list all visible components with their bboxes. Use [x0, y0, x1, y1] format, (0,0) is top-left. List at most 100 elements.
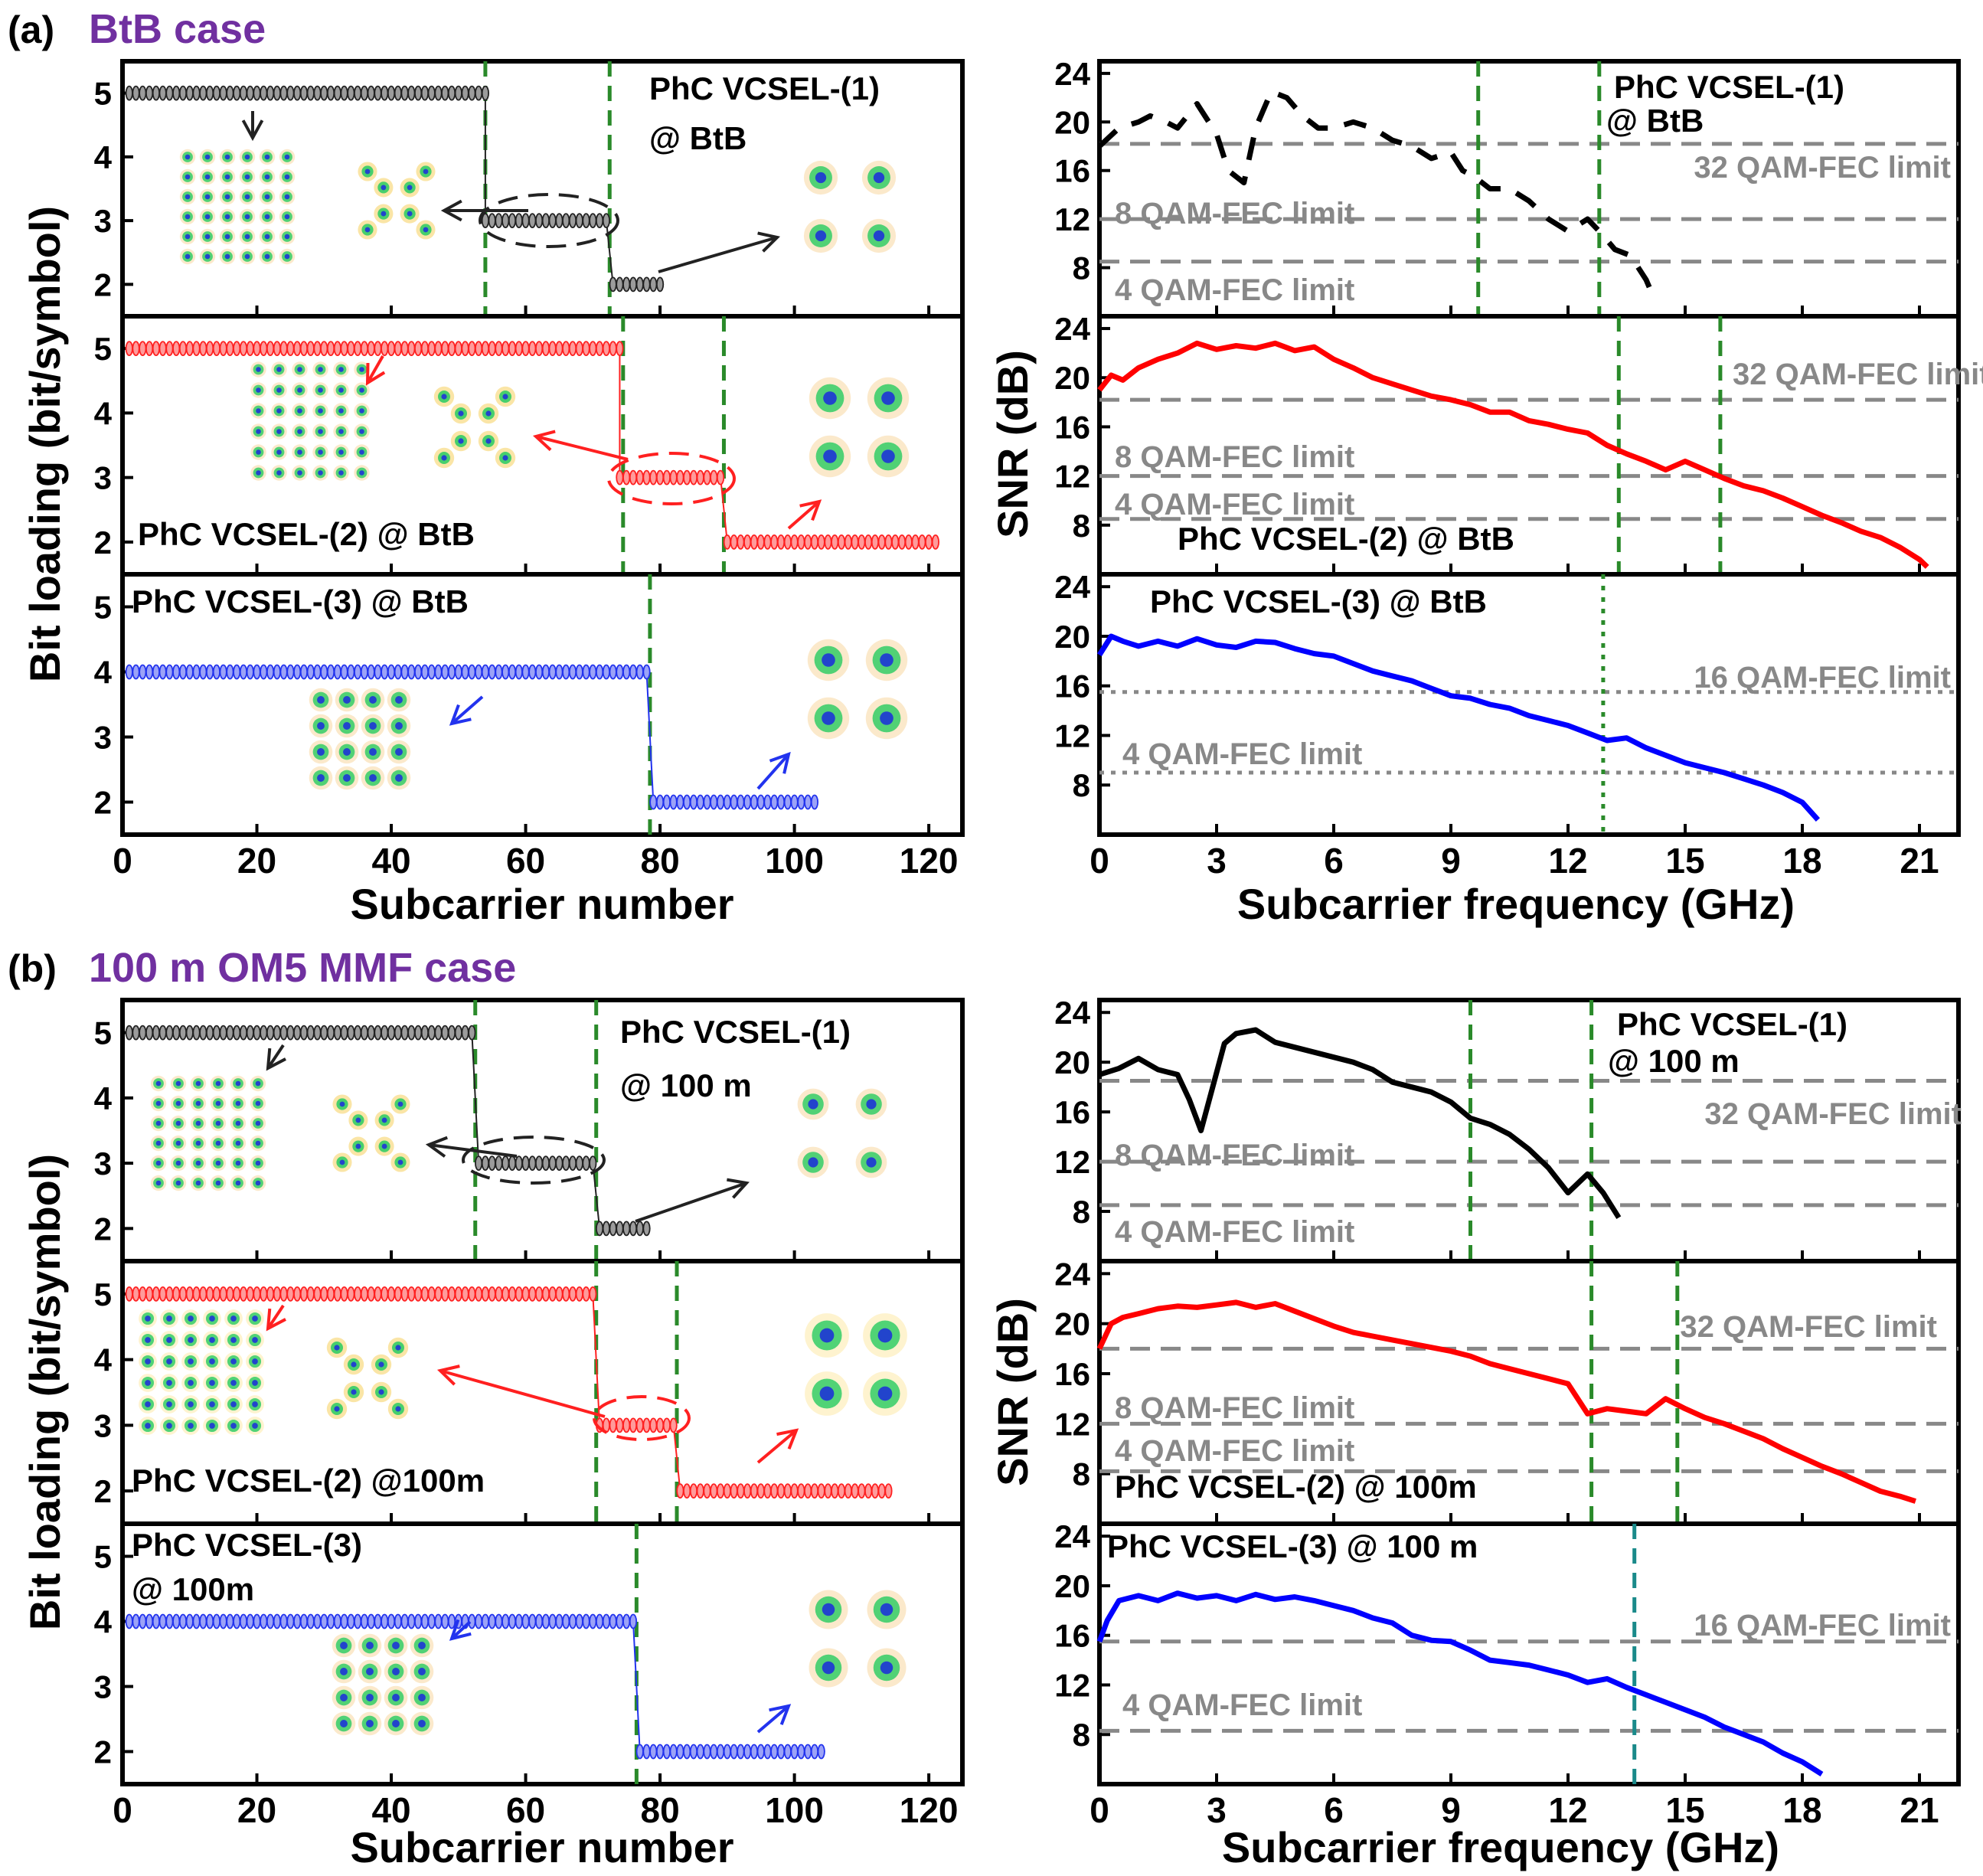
bit-marker: [609, 1613, 617, 1629]
bit-marker: [602, 213, 610, 229]
bit-marker: [178, 1286, 188, 1302]
bit-marker: [427, 1025, 436, 1041]
bit-marker: [743, 1483, 752, 1499]
constellation-core: [392, 1642, 400, 1649]
bit-marker: [158, 341, 167, 357]
bit-marker: [394, 1025, 402, 1041]
panel-frame: [1097, 314, 1961, 577]
bit-marker: [582, 341, 590, 357]
constellation-core: [297, 367, 302, 372]
bit-marker: [488, 1286, 496, 1302]
bit-marker: [407, 1613, 416, 1629]
bit-marker: [548, 341, 557, 357]
bit-marker: [185, 1613, 194, 1629]
bit-marker: [655, 1744, 665, 1760]
bit-marker: [454, 664, 462, 680]
bit-marker: [770, 794, 779, 810]
bit-marker: [293, 85, 302, 101]
constellation-core: [252, 1380, 258, 1386]
constellation-core: [204, 234, 211, 240]
bit-marker: [420, 1025, 430, 1041]
bit-marker: [515, 1613, 523, 1629]
bit-marker: [730, 794, 738, 810]
bit-marker: [178, 85, 188, 101]
bit-marker: [132, 341, 140, 357]
pointer-arrow: [756, 1704, 792, 1734]
bit-marker: [306, 341, 315, 357]
bit-marker: [374, 85, 382, 101]
bit-marker: [279, 1286, 288, 1302]
bit-marker: [158, 664, 167, 680]
bit-step-series: [649, 794, 819, 810]
bit-marker: [172, 1613, 181, 1629]
step-transition: [592, 1293, 601, 1426]
bit-marker: [246, 1025, 254, 1041]
bit-marker: [568, 664, 577, 680]
bit-marker: [145, 341, 154, 357]
bit-marker: [844, 1483, 852, 1499]
bit-marker: [374, 1286, 382, 1302]
constellation-core: [256, 449, 261, 455]
bit-marker: [407, 664, 416, 680]
bit-marker: [306, 664, 315, 680]
y-tick-label: 12: [1054, 717, 1090, 753]
bit-marker: [266, 85, 275, 101]
bit-marker: [562, 341, 570, 357]
constellation-core: [808, 1157, 818, 1168]
bit-step-series: [125, 341, 624, 357]
bit-marker: [481, 85, 490, 101]
y-tick-label: 12: [1054, 1667, 1090, 1703]
bit-marker: [333, 85, 341, 101]
bit-marker: [575, 1613, 583, 1629]
bit-marker: [313, 1025, 322, 1041]
constellation-core: [264, 214, 270, 220]
constellation-core: [256, 387, 261, 393]
bit-marker: [139, 1286, 147, 1302]
constellation-core: [252, 1358, 258, 1365]
bit-marker: [710, 1483, 718, 1499]
arrow-head: [436, 1365, 460, 1386]
constellation-core: [235, 1080, 241, 1087]
bit-marker: [589, 664, 597, 680]
constellation-core: [215, 1180, 221, 1186]
constellation-core: [485, 438, 492, 444]
constellation-core: [343, 696, 351, 704]
snr-series-line: [1096, 1299, 1916, 1504]
constellation-core: [256, 408, 261, 413]
arrow-head: [769, 1704, 792, 1725]
bit-marker: [488, 1155, 496, 1172]
constellation-core: [318, 470, 323, 476]
constellation-core: [185, 234, 191, 240]
arrow-head: [425, 1136, 448, 1158]
bit-marker: [468, 664, 476, 680]
bit-marker: [750, 1483, 759, 1499]
bit-marker: [125, 1613, 133, 1629]
bit-marker: [662, 1417, 671, 1433]
bit-marker: [427, 341, 436, 357]
panel-subtitle: @ BtB: [1606, 103, 1704, 139]
constellation-core: [145, 1380, 151, 1386]
x-tick-label: 100: [765, 1790, 824, 1830]
y-tick-label: 5: [94, 1276, 112, 1312]
constellation-core: [343, 774, 351, 782]
bit-marker: [239, 1025, 248, 1041]
panel-title: PhC VCSEL-(3): [132, 1527, 362, 1563]
bit-marker: [420, 341, 430, 357]
bit-marker: [260, 664, 268, 680]
step-transition: [605, 221, 614, 285]
constellation-core: [880, 1603, 893, 1616]
constellation-core: [441, 394, 447, 400]
highlight-ellipse: [479, 193, 619, 248]
bit-marker: [152, 341, 160, 357]
constellation-core: [318, 367, 323, 372]
highlight-ellipse: [462, 1136, 606, 1185]
bit-marker: [642, 276, 651, 293]
y-tick-label: 24: [1054, 1518, 1090, 1554]
bit-marker: [669, 1744, 678, 1760]
constellation-image: [332, 1633, 434, 1736]
bit-marker: [192, 1286, 201, 1302]
bit-marker: [374, 1613, 382, 1629]
snr-panel: 8 12 16 20 24 0 3 6 9 12 15 18 21 16 QAM-FEC limit 4 Q…: [1054, 1518, 1961, 1830]
panel-frame: [1097, 998, 1961, 1263]
